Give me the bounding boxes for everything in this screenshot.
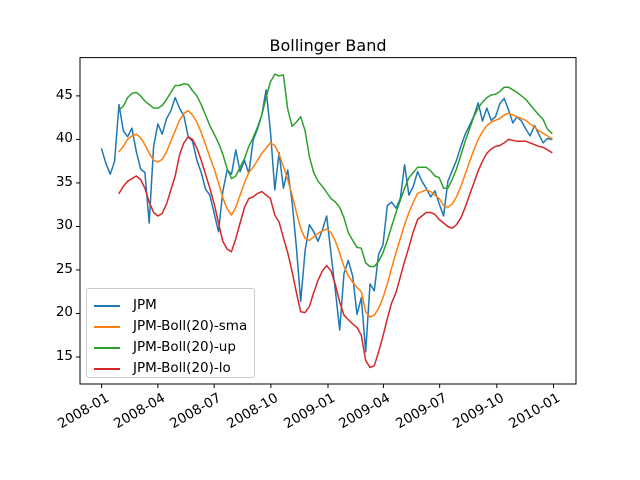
chart-title: Bollinger Band [269,36,387,55]
legend-item-sma: JPM-Boll(20)-sma [94,316,254,337]
y-tick-label: 20 [55,304,73,321]
y-tick-label: 40 [55,130,73,147]
legend-label-lower: JPM-Boll(20)-lo [133,360,231,376]
legend: JPM JPM-Boll(20)-sma JPM-Boll(20)-up JPM… [86,288,255,378]
boll-lower-line [118,136,553,369]
upper-band-swatch [94,346,120,349]
lower-band-swatch [94,367,120,370]
legend-label-upper: JPM-Boll(20)-up [133,339,236,355]
sma-line-swatch [94,325,120,328]
y-tick-label: 45 [55,86,73,103]
y-tick-label: 30 [55,217,73,234]
boll-sma-line [118,109,553,318]
legend-item-upper: JPM-Boll(20)-up [94,337,254,358]
y-tick-label: 25 [55,260,73,277]
jpm-line-swatch [94,304,120,307]
y-tick-label: 15 [55,348,73,365]
legend-label-jpm: JPM [133,297,157,313]
y-tick-label: 35 [55,173,73,190]
boll-upper-line [118,73,553,268]
legend-item-jpm: JPM [94,295,254,316]
legend-item-lower: JPM-Boll(20)-lo [94,358,254,379]
jpm-line [100,89,553,353]
legend-label-sma: JPM-Boll(20)-sma [133,318,248,334]
